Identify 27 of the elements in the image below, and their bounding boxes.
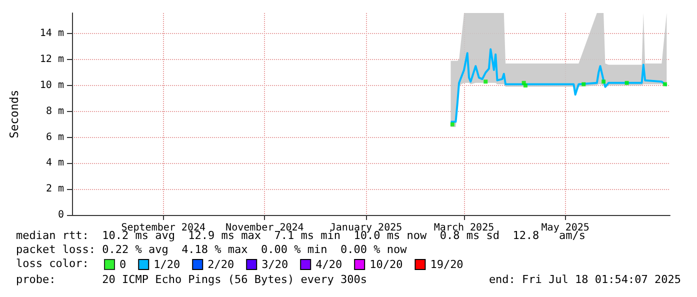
y-tick-label: 8 m	[46, 106, 64, 117]
y-axis-title: Seconds	[7, 90, 21, 138]
legend-label: 3/20	[262, 258, 288, 271]
text: packet loss: 0.22 % avg 4.18 % max 0.00 % min 0.00 % now	[16, 243, 407, 257]
legend-label: 2/20	[208, 258, 234, 271]
legend-label: 0	[120, 258, 126, 271]
text: end: Fri Jul 18 01:54:07 2025	[488, 273, 681, 287]
y-tick-label: 12 m	[40, 54, 64, 66]
y-tick-label: 2 m	[46, 184, 64, 195]
legend-label: 1/20	[154, 258, 180, 271]
legend-label: 10/20	[370, 258, 403, 271]
point	[484, 80, 488, 84]
point	[582, 82, 586, 86]
y-tick-label: 4 m	[46, 158, 64, 169]
legend-label: 4/20	[316, 258, 342, 271]
point	[624, 80, 629, 85]
y-tick-label: 6 m	[46, 132, 64, 143]
text: probe: 20 ICMP Echo Pings (56 Bytes) every 300s	[16, 273, 367, 287]
point	[663, 82, 668, 86]
legend-title: loss color:	[16, 257, 89, 271]
point	[450, 122, 454, 126]
point	[523, 84, 528, 88]
legend-label: 19/20	[430, 258, 464, 271]
y-tick-label: 10 m	[40, 80, 64, 92]
y-tick-label: 0	[58, 210, 64, 220]
y-tick-label: 14 m	[40, 28, 64, 40]
point	[602, 80, 606, 84]
